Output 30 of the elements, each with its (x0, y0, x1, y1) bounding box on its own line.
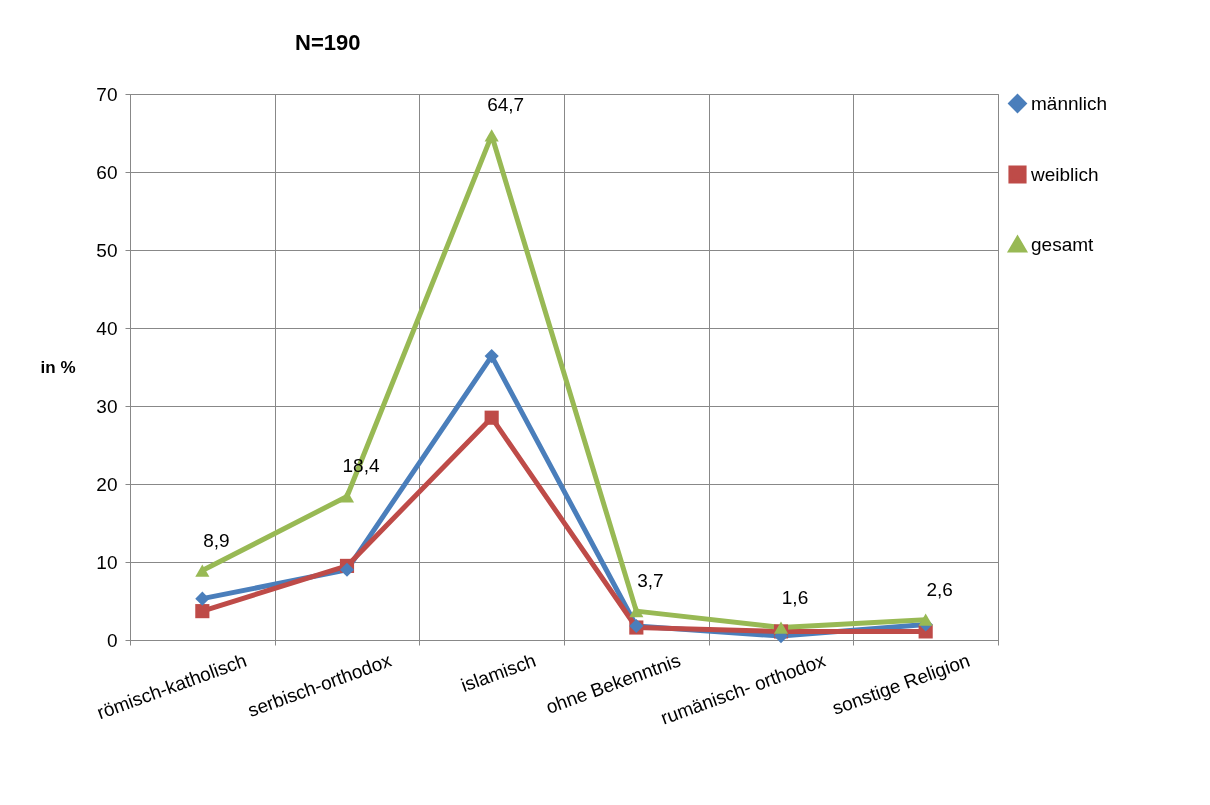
legend-label: männlich (1031, 92, 1108, 114)
y-tick-label: 50 (96, 239, 118, 261)
data-label: 3,7 (637, 570, 664, 592)
point (195, 604, 210, 619)
data-label: 2,6 (926, 578, 953, 600)
point (484, 349, 499, 364)
data-label: 1,6 (781, 586, 809, 608)
data-label: 64,7 (487, 94, 525, 116)
y-axis-title: in % (40, 357, 76, 377)
point (195, 564, 210, 577)
x-tick-label: sonstige Religion (829, 649, 973, 719)
legend-label: gesamt (1031, 233, 1095, 255)
y-tick-label: 20 (96, 473, 118, 495)
y-tick-label: 40 (96, 317, 118, 339)
chart-title: N=190 (295, 30, 361, 55)
point (484, 410, 499, 425)
point (629, 605, 644, 618)
point (773, 621, 789, 634)
legend-label: weiblich (1030, 163, 1099, 185)
y-tick-label: 10 (96, 551, 118, 573)
point (918, 613, 933, 626)
data-label: 8,9 (203, 529, 230, 551)
point (484, 129, 499, 142)
y-tick-label: 60 (96, 161, 118, 183)
y-tick-label: 0 (106, 629, 118, 651)
point (339, 562, 355, 577)
point (195, 591, 210, 606)
y-tick-label: 30 (96, 395, 118, 417)
point (339, 490, 355, 503)
y-tick-label: 70 (96, 83, 118, 105)
